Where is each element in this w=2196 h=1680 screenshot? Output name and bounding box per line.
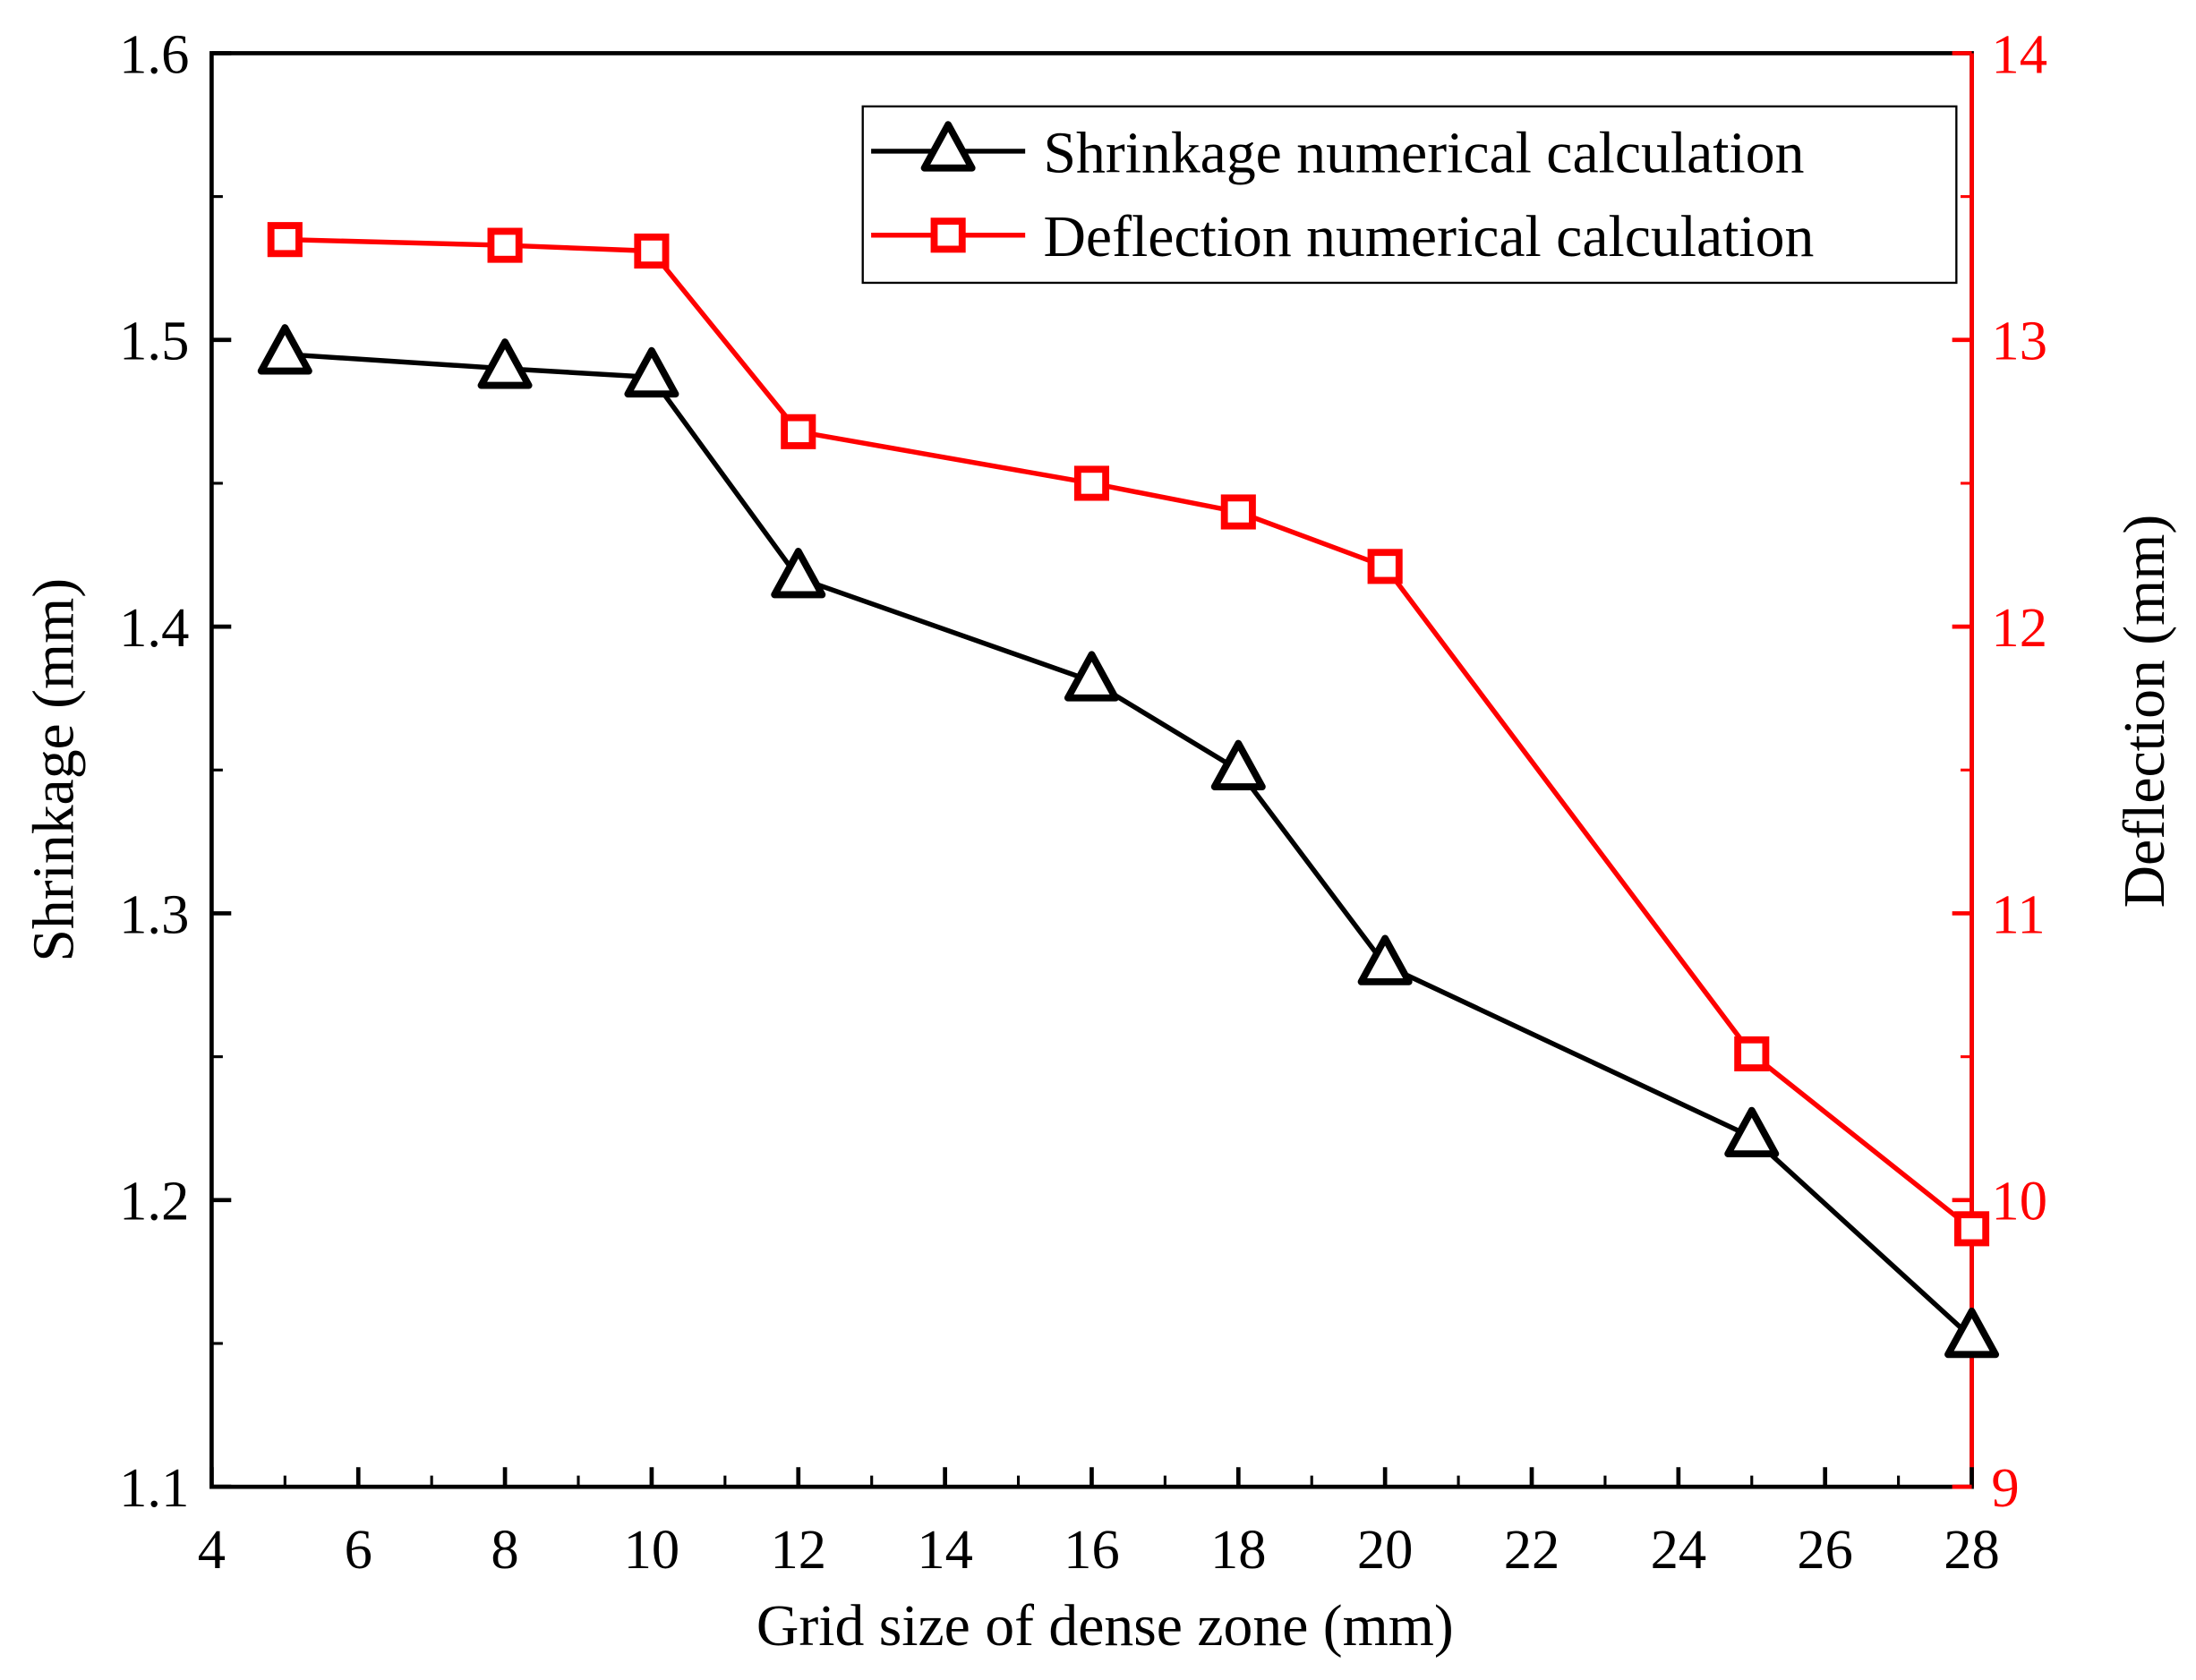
data-point <box>477 338 533 389</box>
data-point <box>1064 651 1119 702</box>
data-point <box>257 324 312 375</box>
x-tick-label: 8 <box>491 1518 518 1581</box>
data-point <box>487 227 523 263</box>
legend-label: Shrinkage numerical calculation <box>1043 120 1804 185</box>
x-tick-label: 6 <box>345 1518 372 1581</box>
data-point <box>771 548 826 599</box>
x-tick-label: 16 <box>1064 1518 1120 1581</box>
data-point <box>1073 465 1110 501</box>
x-tick-label: 4 <box>198 1518 226 1581</box>
y2-axis-label: Deflection (mm) <box>2112 515 2177 908</box>
x-tick-label: 24 <box>1651 1518 1707 1581</box>
x-tick-label: 20 <box>1357 1518 1414 1581</box>
legend-label: Deflection numerical calculation <box>1043 204 1814 269</box>
x-tick-label: 26 <box>1797 1518 1853 1581</box>
data-point <box>1357 934 1413 985</box>
data-point <box>634 233 670 269</box>
series-line <box>285 352 1974 1340</box>
x-tick-label: 22 <box>1504 1518 1560 1581</box>
x-tick-label: 10 <box>624 1518 680 1581</box>
series-shrinkage <box>257 324 2000 1359</box>
x-tick-label: 14 <box>917 1518 973 1581</box>
y2-tick-label: 9 <box>1991 1456 2019 1519</box>
y2-tick-label: 12 <box>1991 596 2047 659</box>
data-point <box>1724 1106 1780 1158</box>
data-point <box>1367 549 1403 584</box>
series-line <box>285 236 1974 1231</box>
data-point <box>624 346 679 398</box>
data-point <box>1220 494 1256 530</box>
y2-tick-label: 11 <box>1991 883 2045 945</box>
data-point <box>1210 739 1266 790</box>
legend: Shrinkage numerical calculation Deflectio… <box>861 105 1958 285</box>
y-tick-label: 1.4 <box>119 596 189 659</box>
series-deflection <box>267 222 1990 1247</box>
data-point <box>1734 1036 1770 1071</box>
legend-marker <box>920 121 976 172</box>
y-tick-label: 1.3 <box>119 883 189 945</box>
x-tick-label: 28 <box>1944 1518 2000 1581</box>
x-tick-label: 12 <box>770 1518 826 1581</box>
y2-tick-label: 13 <box>1991 310 2047 372</box>
data-point <box>1944 1307 2000 1359</box>
y-tick-label: 1.2 <box>119 1170 189 1232</box>
y-tick-label: 1.6 <box>119 22 189 85</box>
y2-tick-label: 10 <box>1991 1170 2047 1232</box>
data-point <box>781 414 816 449</box>
y-tick-label: 1.1 <box>119 1456 189 1519</box>
x-tick-label: 18 <box>1210 1518 1267 1581</box>
y-axis-label: Shrinkage (mm) <box>21 578 87 962</box>
legend-marker <box>930 217 966 253</box>
y-tick-label: 1.5 <box>119 310 189 372</box>
data-point <box>267 222 303 258</box>
data-point <box>1953 1211 1990 1247</box>
x-axis-label: Grid size of dense zone (mm) <box>756 1593 1454 1659</box>
y2-tick-label: 14 <box>1991 22 2047 85</box>
